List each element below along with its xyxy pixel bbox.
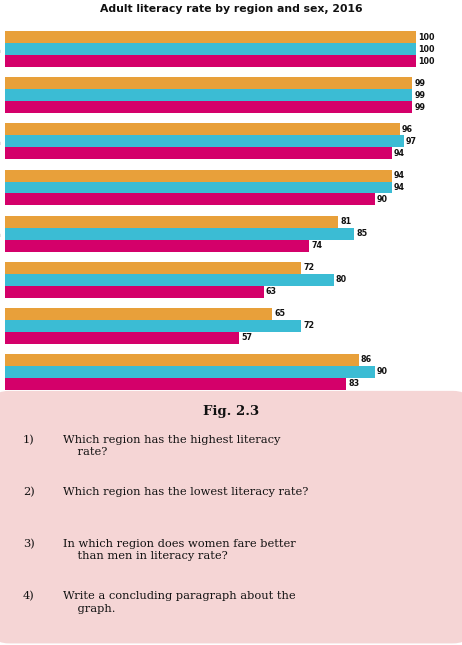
- Bar: [5, 194, 375, 206]
- Bar: [5, 77, 412, 90]
- Text: 72: 72: [303, 321, 314, 330]
- Bar: [5, 123, 400, 135]
- FancyBboxPatch shape: [0, 391, 462, 644]
- Text: 99: 99: [414, 103, 425, 112]
- Text: 57: 57: [241, 333, 252, 342]
- Text: 97: 97: [406, 137, 417, 146]
- Bar: [5, 320, 301, 332]
- Text: 90: 90: [377, 367, 388, 376]
- Text: 86: 86: [361, 355, 372, 364]
- Text: 74: 74: [311, 241, 322, 250]
- Text: 72: 72: [303, 263, 314, 272]
- Bar: [5, 101, 412, 114]
- Text: 94: 94: [394, 149, 405, 158]
- Text: 1): 1): [23, 435, 35, 445]
- Text: In which region does women fare better
    than men in literacy rate?: In which region does women fare better t…: [63, 539, 296, 561]
- Bar: [5, 354, 359, 366]
- Text: 99: 99: [414, 79, 425, 88]
- Text: 100: 100: [418, 33, 435, 42]
- Text: 94: 94: [394, 183, 405, 192]
- Text: 3): 3): [23, 539, 35, 550]
- Legend: Total, Male, Female: Total, Male, Female: [170, 441, 338, 451]
- Text: 100: 100: [418, 57, 435, 66]
- Text: 96: 96: [402, 125, 413, 134]
- Text: 100: 100: [418, 45, 435, 54]
- Bar: [5, 55, 416, 67]
- Text: 80: 80: [336, 275, 347, 284]
- Text: 63: 63: [266, 287, 277, 296]
- Text: 99: 99: [414, 91, 425, 100]
- Bar: [5, 181, 391, 193]
- Title: Adult literacy rate by region and sex, 2016: Adult literacy rate by region and sex, 2…: [100, 5, 362, 14]
- Bar: [5, 308, 272, 320]
- Bar: [5, 366, 375, 378]
- Bar: [5, 90, 412, 101]
- Bar: [5, 332, 239, 344]
- Bar: [5, 170, 391, 181]
- Bar: [5, 215, 338, 228]
- Text: 85: 85: [357, 229, 368, 238]
- Text: Which region has the highest literacy
    rate?: Which region has the highest literacy ra…: [63, 435, 281, 457]
- Bar: [5, 148, 391, 159]
- Text: 65: 65: [274, 309, 285, 318]
- Text: 94: 94: [394, 171, 405, 180]
- Text: 90: 90: [377, 195, 388, 204]
- Bar: [5, 43, 416, 55]
- Bar: [5, 286, 264, 297]
- Bar: [5, 135, 404, 148]
- Text: 2): 2): [23, 487, 35, 497]
- Text: 83: 83: [348, 379, 359, 388]
- Text: 81: 81: [340, 217, 351, 226]
- Bar: [5, 273, 334, 286]
- Bar: [5, 262, 301, 273]
- Bar: [5, 228, 354, 239]
- Bar: [5, 32, 416, 43]
- Text: Which region has the lowest literacy rate?: Which region has the lowest literacy rat…: [63, 487, 309, 497]
- Text: Write a concluding paragraph about the
    graph.: Write a concluding paragraph about the g…: [63, 591, 296, 613]
- Bar: [5, 378, 346, 390]
- Bar: [5, 239, 309, 252]
- Text: Fig. 2.3: Fig. 2.3: [203, 406, 259, 419]
- Text: 4): 4): [23, 591, 35, 602]
